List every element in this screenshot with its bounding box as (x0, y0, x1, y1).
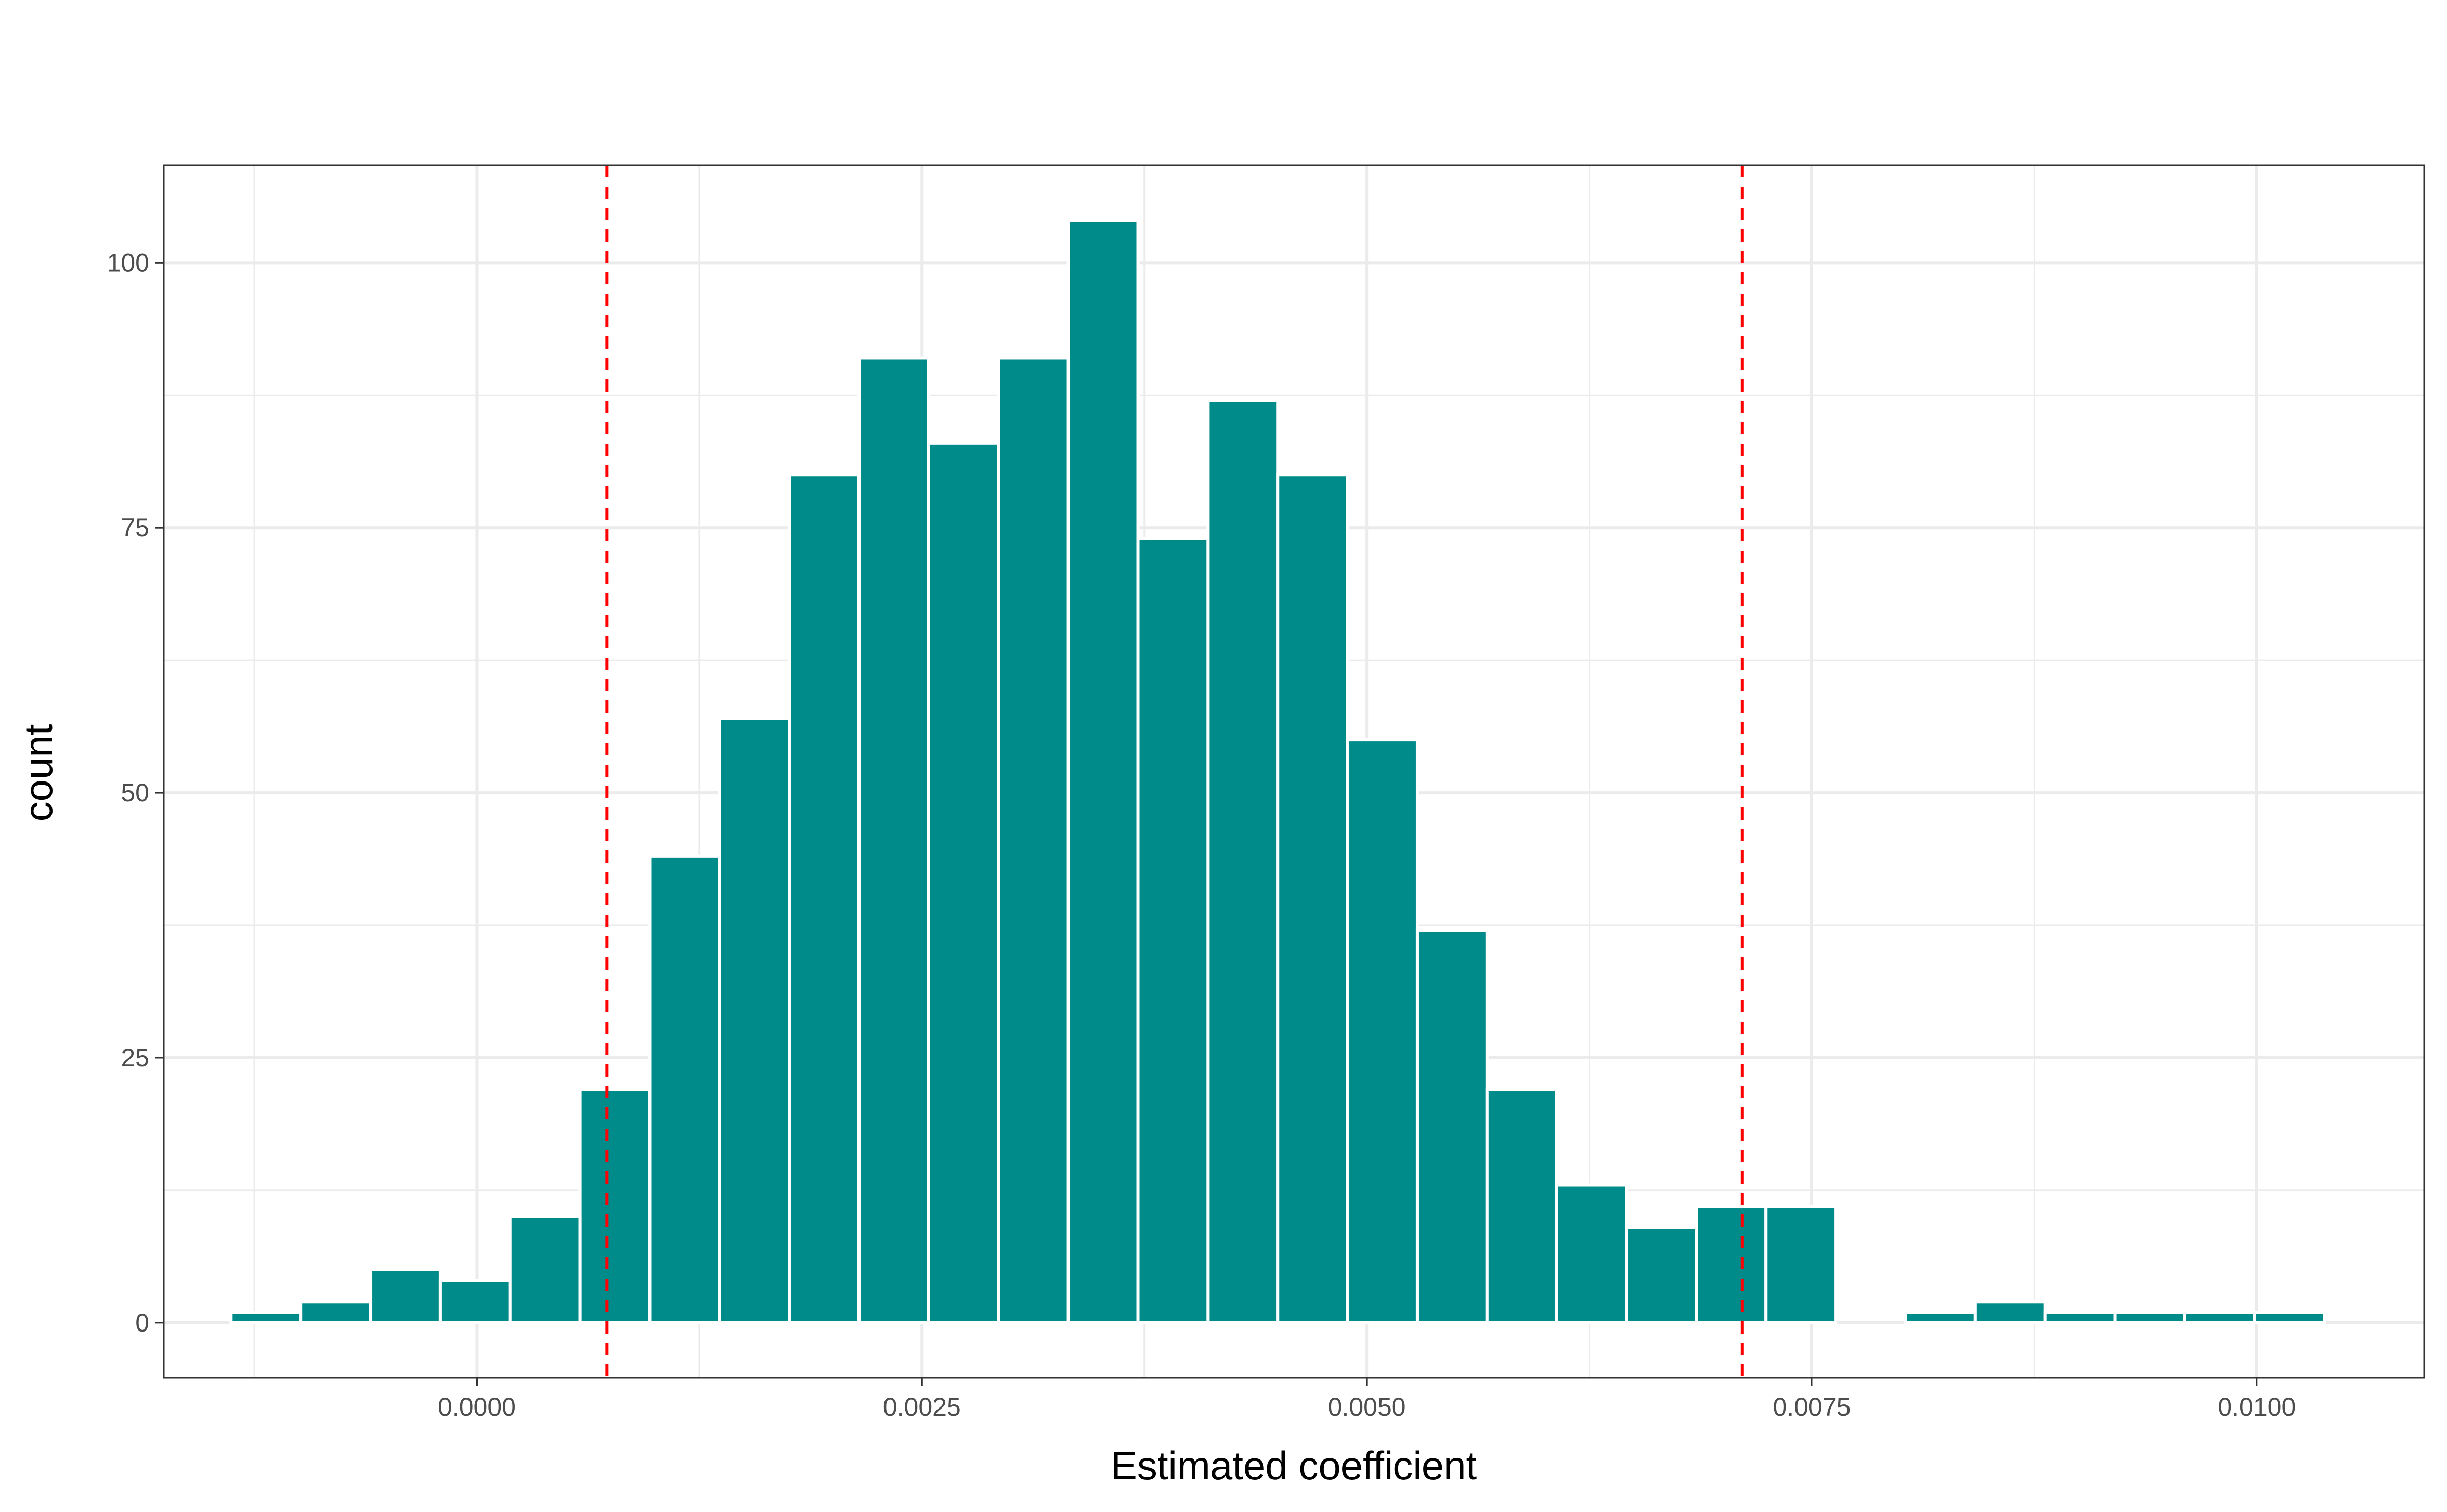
histogram-bar (2113, 1311, 2186, 1324)
histogram-bar (2253, 1311, 2326, 1324)
y-tick-label: 50 (121, 778, 149, 807)
histogram-bar (997, 356, 1070, 1324)
histogram-bar (1136, 537, 1210, 1324)
x-tick-label: 0.0075 (1773, 1393, 1851, 1421)
histogram-bar (1555, 1183, 1628, 1324)
histogram-bar (788, 473, 861, 1324)
panel-border (163, 164, 2425, 1379)
histogram-bar (1276, 473, 1349, 1324)
histogram-bar (1066, 219, 1140, 1324)
histogram-bar (1206, 399, 1280, 1324)
histogram-bar (1764, 1205, 1838, 1324)
histogram-bar (927, 441, 1000, 1324)
x-axis-title: Estimated coefficient (1111, 1443, 1477, 1488)
histogram-bar (369, 1268, 442, 1324)
histogram-bar (1415, 929, 1489, 1324)
histogram-bar (1695, 1205, 1768, 1324)
y-tick-label: 25 (121, 1044, 149, 1072)
histogram-bar (718, 717, 791, 1324)
histogram-bar (2183, 1311, 2256, 1324)
histogram-bar (578, 1088, 652, 1324)
histogram-bar (1625, 1226, 1698, 1324)
y-tick-label: 75 (121, 513, 149, 542)
histogram-bars (229, 219, 2326, 1324)
y-axis-title: count (16, 724, 61, 821)
histogram-bar (299, 1300, 373, 1324)
reference-lines (605, 165, 1744, 1378)
y-tick-label: 0 (135, 1309, 149, 1337)
histogram-bar (857, 356, 930, 1324)
histogram-bar (438, 1279, 512, 1324)
histogram-bar (648, 854, 721, 1324)
x-axis-ticks: 0.0000 0.0025 0.0050 0.0075 0.0100 (438, 1378, 2296, 1421)
x-tick-label: 0.0025 (883, 1393, 961, 1421)
histogram-bar (229, 1311, 303, 1324)
histogram-bar (1485, 1088, 1558, 1324)
histogram-bar (2043, 1311, 2117, 1324)
histogram-bar (1346, 738, 1419, 1324)
x-tick-label: 0.0050 (1328, 1393, 1406, 1421)
y-tick-label: 100 (107, 248, 149, 277)
histogram-bar (1973, 1300, 2047, 1324)
y-axis-ticks: 0 25 50 75 100 (107, 248, 164, 1337)
x-tick-label: 0.0000 (438, 1393, 516, 1421)
histogram-bar (508, 1215, 582, 1324)
histogram-bar (1904, 1311, 1977, 1324)
x-tick-label: 0.0100 (2218, 1393, 2296, 1421)
